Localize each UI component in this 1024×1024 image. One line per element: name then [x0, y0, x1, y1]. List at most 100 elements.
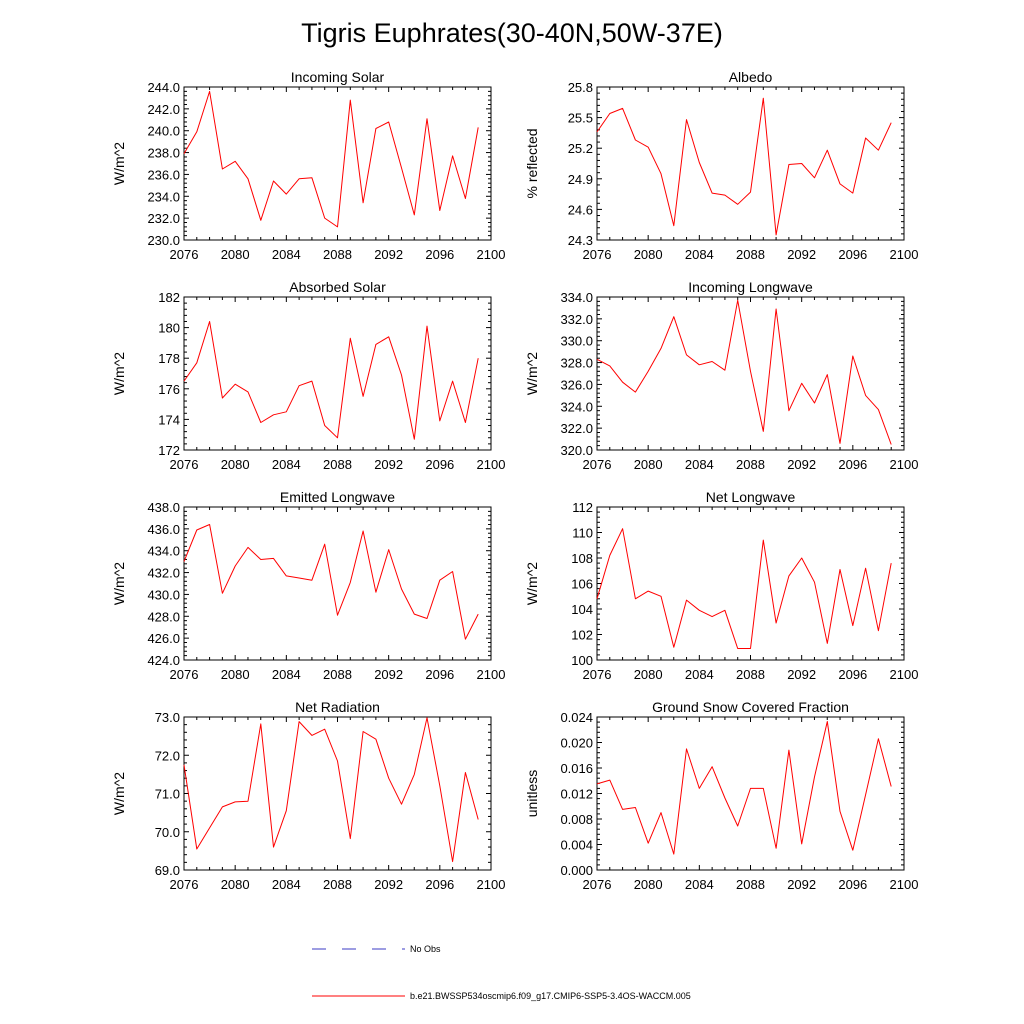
data-point [877, 408, 879, 410]
x-tick-label: 2088 [323, 457, 352, 472]
y-tick-label: 182 [158, 290, 180, 305]
x-tick-label: 2088 [736, 667, 765, 682]
panels: Incoming Solar W/m^2 2076 2080 2084 2088 2092 2… [111, 69, 918, 892]
x-tick-label: 2088 [736, 877, 765, 892]
data-point [221, 168, 223, 170]
data-point [660, 173, 662, 175]
data-point [647, 842, 649, 844]
data-point [464, 421, 466, 423]
data-point [285, 411, 287, 413]
data-point [877, 629, 879, 631]
data-point [800, 162, 802, 164]
data-point [685, 748, 687, 750]
data-point [400, 374, 402, 376]
data-point [221, 806, 223, 808]
x-tick-label: 2092 [787, 877, 816, 892]
plot-frame [183, 86, 492, 241]
series-line-incoming-solar [183, 90, 479, 228]
data-point [464, 638, 466, 640]
data-point [285, 575, 287, 577]
x-tick-label: 2076 [170, 667, 199, 682]
data-point [749, 647, 751, 649]
data-point [234, 565, 236, 567]
data-point [711, 360, 713, 362]
data-point [375, 127, 377, 129]
x-tick-label: 2100 [477, 877, 506, 892]
y-tick-label: 0.012 [560, 787, 593, 802]
data-point [413, 773, 415, 775]
data-point [800, 557, 802, 559]
data-point [775, 847, 777, 849]
y-tick-label: 0.004 [560, 838, 593, 853]
x-tick-label: 2084 [272, 457, 301, 472]
data-point [762, 97, 764, 99]
y-tick-label: 436.0 [147, 522, 180, 537]
data-point [234, 383, 236, 385]
data-point [660, 811, 662, 813]
data-point [247, 391, 249, 393]
data-point [234, 801, 236, 803]
figure-title: Tigris Euphrates(30-40N,50W-37E) [301, 18, 723, 48]
x-tick-label: 2092 [787, 667, 816, 682]
x-tick-label: 2080 [634, 667, 663, 682]
plot-frame [596, 86, 905, 241]
y-axis-label: W/m^2 [111, 142, 127, 185]
data-point [285, 810, 287, 812]
data-point [788, 163, 790, 165]
data-point [839, 810, 841, 812]
y-tick-label: 332.0 [560, 312, 593, 327]
data-point [324, 217, 326, 219]
plot-frame [596, 716, 905, 871]
y-tick-label: 0.024 [560, 710, 593, 725]
data-point [800, 382, 802, 384]
y-tick-label: 102 [571, 628, 593, 643]
data-point [400, 803, 402, 805]
y-tick-label: 434.0 [147, 544, 180, 559]
y-tick-label: 438.0 [147, 500, 180, 515]
y-tick-label: 230.0 [147, 233, 180, 248]
x-tick-label: 2100 [477, 247, 506, 262]
data-point [413, 214, 415, 216]
x-tick-label: 2084 [685, 457, 714, 472]
x-tick-label: 2096 [425, 457, 454, 472]
y-tick-label: 234.0 [147, 189, 180, 204]
y-tick-label: 24.9 [568, 172, 593, 187]
data-point [196, 131, 198, 133]
series-line-net-radiation [183, 717, 479, 863]
series-line-ground-snow-covered-fraction [596, 721, 892, 855]
data-point [839, 568, 841, 570]
x-tick-label: 2096 [838, 877, 867, 892]
data-point [362, 530, 364, 532]
x-tick-label: 2100 [477, 667, 506, 682]
x-tick-label: 2100 [477, 457, 506, 472]
y-tick-label: 25.5 [568, 111, 593, 126]
x-tick-label: 2096 [425, 667, 454, 682]
data-point [775, 308, 777, 310]
data-point [336, 614, 338, 616]
data-point [413, 438, 415, 440]
data-point [247, 800, 249, 802]
y-tick-label: 100 [571, 653, 593, 668]
data-point [260, 558, 262, 560]
x-tick-label: 2084 [685, 247, 714, 262]
data-point [196, 362, 198, 364]
y-tick-label: 232.0 [147, 211, 180, 226]
data-point [208, 523, 210, 525]
data-point [426, 117, 428, 119]
data-point [775, 622, 777, 624]
data-point [800, 843, 802, 845]
x-tick-label: 2076 [583, 457, 612, 472]
data-point [621, 527, 623, 529]
y-tick-label: 72.0 [155, 748, 180, 763]
plot-frame [183, 716, 492, 871]
data-point [183, 152, 185, 154]
y-tick-label: 24.6 [568, 202, 593, 217]
data-point [788, 409, 790, 411]
x-tick-label: 2088 [323, 667, 352, 682]
data-point [609, 779, 611, 781]
data-point [208, 827, 210, 829]
data-point [272, 414, 274, 416]
y-tick-label: 324.0 [560, 399, 593, 414]
data-point [634, 806, 636, 808]
y-tick-label: 180 [158, 321, 180, 336]
